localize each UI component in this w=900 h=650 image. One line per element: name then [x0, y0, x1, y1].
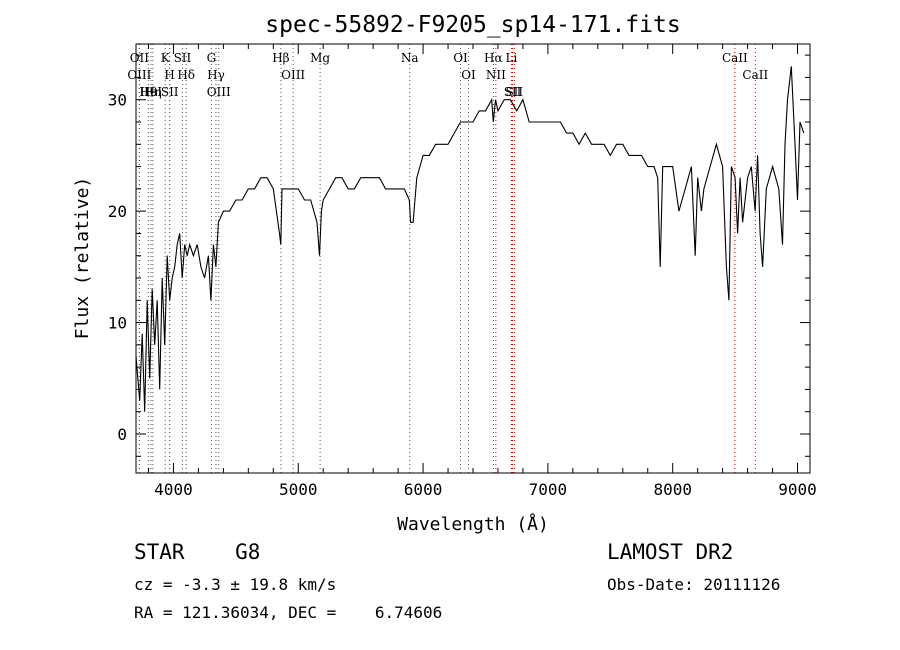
spectral-line-markers: [138, 44, 756, 473]
survey-label: LAMOST DR2: [607, 540, 734, 564]
x-tick-label: 9000: [778, 480, 817, 499]
spectrum-line: [135, 66, 805, 412]
y-tick-label: 10: [108, 314, 127, 333]
observation-date: Obs-Date: 20111126: [607, 575, 781, 594]
y-axis-label: Flux (relative): [72, 177, 93, 340]
redshift-readout: cz = -3.3 ± 19.8 km/s: [134, 575, 337, 594]
spectral-line-label: Mg: [310, 51, 330, 65]
y-tick-label: 30: [108, 91, 127, 110]
x-tick-label: 5000: [279, 480, 318, 499]
spectral-line-label: OII: [130, 51, 150, 65]
spectral-line-label: OIII: [281, 68, 305, 82]
spectral-line-label: K: [161, 51, 171, 65]
spectral-line-label: CaII: [722, 51, 748, 65]
x-tick-label: 4000: [154, 480, 193, 499]
star-type-label: STAR G8: [134, 540, 261, 564]
spectral-line-label: Hθ: [139, 85, 157, 99]
spectral-line-label: Hη: [144, 85, 162, 99]
x-tick-label: 8000: [653, 480, 692, 499]
spectral-line-label: OI: [453, 51, 468, 65]
spectral-line-label: OIII: [127, 68, 151, 82]
y-tick-label: 0: [117, 425, 127, 444]
spectral-line-label: Li: [506, 51, 518, 65]
x-tick-label: 6000: [404, 480, 443, 499]
plot-frame: [135, 43, 811, 474]
x-axis-ticks: 4000 5000 6000 7000 8000 9000: [147, 44, 817, 499]
spectral-line-label: SII: [174, 51, 192, 65]
spectral-line-label: Hδ: [177, 68, 195, 82]
spectral-line-label: OI: [461, 68, 476, 82]
spectral-line-label: Hα: [484, 51, 503, 65]
y-tick-label: 20: [108, 202, 127, 221]
spectral-line-label: Hβ: [272, 51, 289, 65]
spectral-line-label: Hγ: [207, 68, 225, 82]
x-axis-label: Wavelength (Å): [397, 513, 549, 535]
spectral-line-label: G: [207, 51, 217, 65]
x-tick-label: 7000: [529, 480, 568, 499]
spectral-line-label: HeI: [140, 85, 163, 99]
coordinates-readout: RA = 121.36034, DEC = 6.74606: [134, 603, 443, 622]
spectral-line-label: OIII: [207, 85, 231, 99]
spectral-line-label: SII: [505, 85, 523, 99]
y-axis-ticks: 0 10 20 30: [108, 54, 810, 457]
spectral-line-label: SII: [161, 85, 179, 99]
spectral-line-label: Na: [401, 51, 419, 65]
spectral-line-label: H: [164, 68, 174, 82]
chart-title: spec-55892-F9205_sp14-171.fits: [265, 12, 680, 38]
spectral-line-label: NII: [486, 68, 506, 82]
spectral-line-label: SII: [504, 85, 522, 99]
spectral-line-label: CaII: [742, 68, 768, 82]
